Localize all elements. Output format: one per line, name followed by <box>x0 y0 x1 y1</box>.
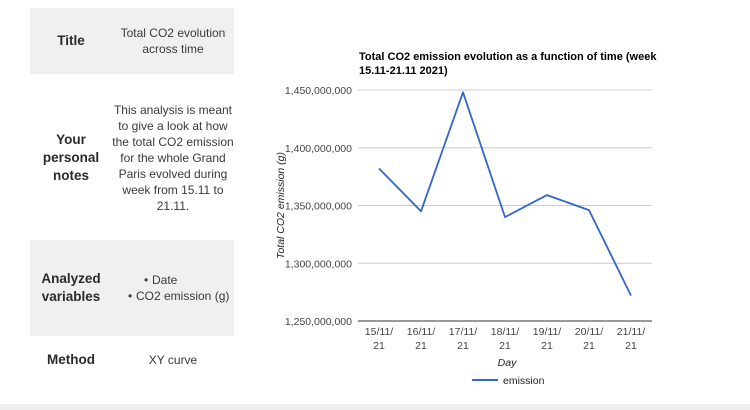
legend-label: emission <box>503 375 545 387</box>
x-tick-label: 17/11/21 <box>449 326 477 352</box>
notes-value: This analysis is meant to give a look at… <box>112 103 234 213</box>
method-key: Method <box>47 352 95 367</box>
y-tick-label: 1,250,000,000 <box>285 316 352 328</box>
title-value: Total CO2 evolution across time <box>120 26 226 56</box>
x-tick-label: 19/11/21 <box>533 326 561 352</box>
info-table: Title Total CO2 evolution across time Yo… <box>30 8 234 380</box>
variables-key: Analyzed variables <box>41 271 101 304</box>
variables-value: Date CO2 emission (g) <box>112 272 234 304</box>
series-line <box>378 91 632 296</box>
chart-title: Total CO2 emission evolution as a functi… <box>359 51 657 77</box>
y-tick-label: 1,450,000,000 <box>285 85 352 97</box>
bottom-divider <box>0 404 750 410</box>
variables-list: Date CO2 emission (g) <box>112 272 234 304</box>
x-tick-label: 16/11/21 <box>407 326 435 352</box>
x-tick-label: 20/11/21 <box>575 326 603 352</box>
title-key: Title <box>57 33 85 48</box>
y-tick-label: 1,300,000,000 <box>285 258 352 270</box>
x-tick-label: 18/11/21 <box>491 326 519 352</box>
x-tick-label: 15/11/21 <box>365 326 393 352</box>
y-axis-label: Total CO2 emission (g) <box>275 152 287 259</box>
variables-row: Analyzed variables Date CO2 emission (g) <box>30 240 234 336</box>
notes-key: Your personal notes <box>42 132 100 183</box>
method-row: Method XY curve <box>30 340 234 380</box>
x-tick-label: 21/11/21 <box>617 326 645 352</box>
y-tick-label: 1,350,000,000 <box>285 201 352 213</box>
variable-item: CO2 emission (g) <box>126 288 234 304</box>
title-row: Title Total CO2 evolution across time <box>30 8 234 74</box>
method-value: XY curve <box>148 353 198 367</box>
variable-item: Date <box>142 272 234 288</box>
notes-row: Your personal notes This analysis is mea… <box>30 76 234 240</box>
x-axis-label: Day <box>498 357 517 369</box>
y-tick-label: 1,400,000,000 <box>285 143 352 155</box>
